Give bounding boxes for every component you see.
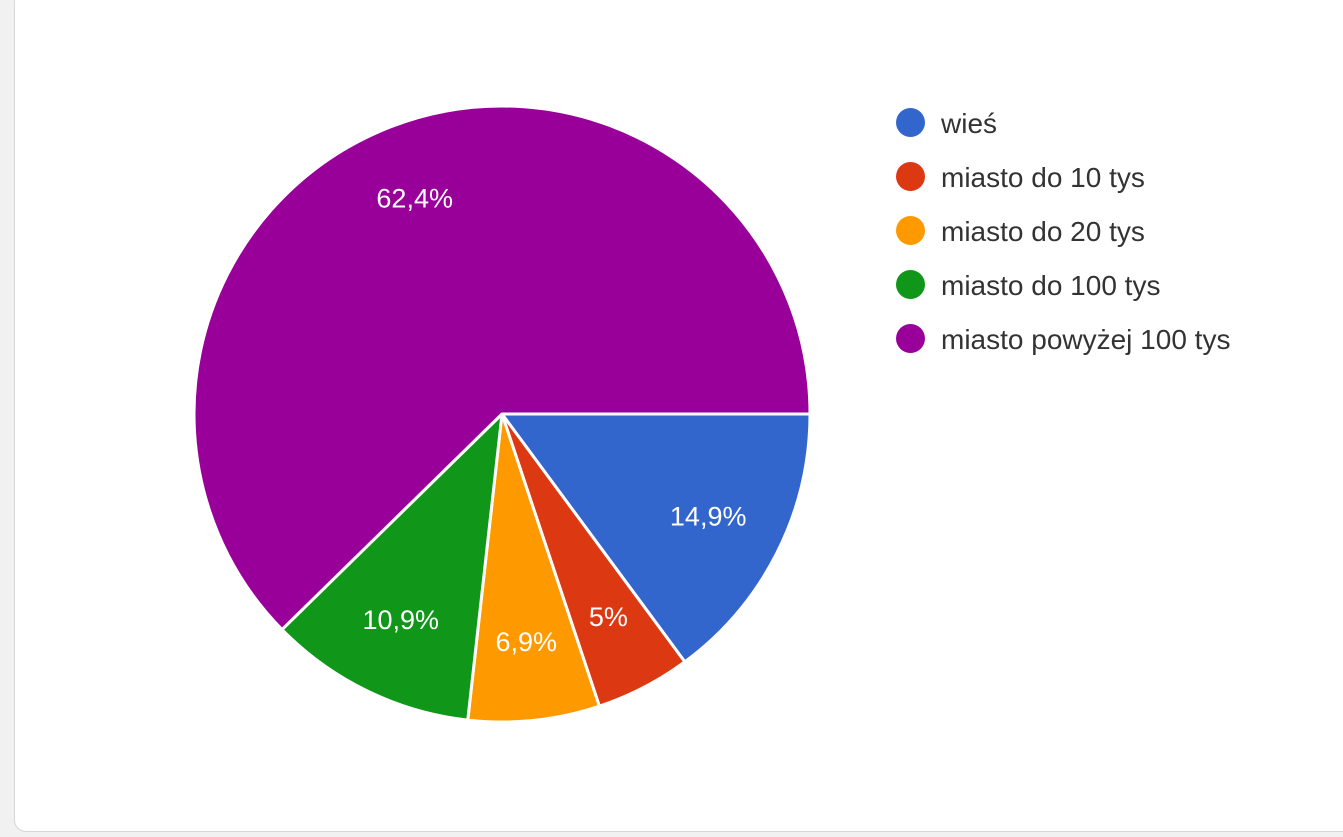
legend-item-miasto-do-10-tys[interactable]: miasto do 10 tys <box>896 158 1276 198</box>
pie-slice-miasto-do-20-tys[interactable] <box>466 412 601 724</box>
legend-item-miasto-powyzej-100-tys[interactable]: miasto powyżej 100 tys <box>896 320 1276 360</box>
pie-slice-wies[interactable] <box>500 412 812 664</box>
legend-item-wies[interactable]: wieś <box>896 104 1276 144</box>
legend-label: miasto powyżej 100 tys <box>941 324 1231 355</box>
legend-label: miasto do 10 tys <box>941 162 1145 193</box>
slice-value-label: 6,9% <box>495 627 557 657</box>
slice-value-label: 14,9% <box>670 501 747 531</box>
legend-swatch <box>896 216 925 245</box>
legend-swatch <box>896 108 925 137</box>
pie-slice-miasto-do-100-tys[interactable] <box>280 412 504 722</box>
chart-legend: wieś miasto do 10 tys miasto do 20 tys m… <box>896 104 1276 374</box>
slice-value-label: 10,9% <box>363 605 440 635</box>
legend-item-miasto-do-100-tys[interactable]: miasto do 100 tys <box>896 266 1276 306</box>
legend-label: wieś <box>941 108 998 139</box>
legend-label: miasto do 20 tys <box>941 216 1145 247</box>
slice-value-label: 5% <box>589 602 628 632</box>
legend-swatch <box>896 324 925 353</box>
legend-item-miasto-do-20-tys[interactable]: miasto do 20 tys <box>896 212 1276 252</box>
legend-swatch <box>896 270 925 299</box>
pie-slice-miasto-powyzej-100-tys[interactable] <box>192 104 812 632</box>
slice-value-label: 62,4% <box>376 183 453 213</box>
legend-label: miasto do 100 tys <box>941 270 1161 301</box>
legend-swatch <box>896 162 925 191</box>
